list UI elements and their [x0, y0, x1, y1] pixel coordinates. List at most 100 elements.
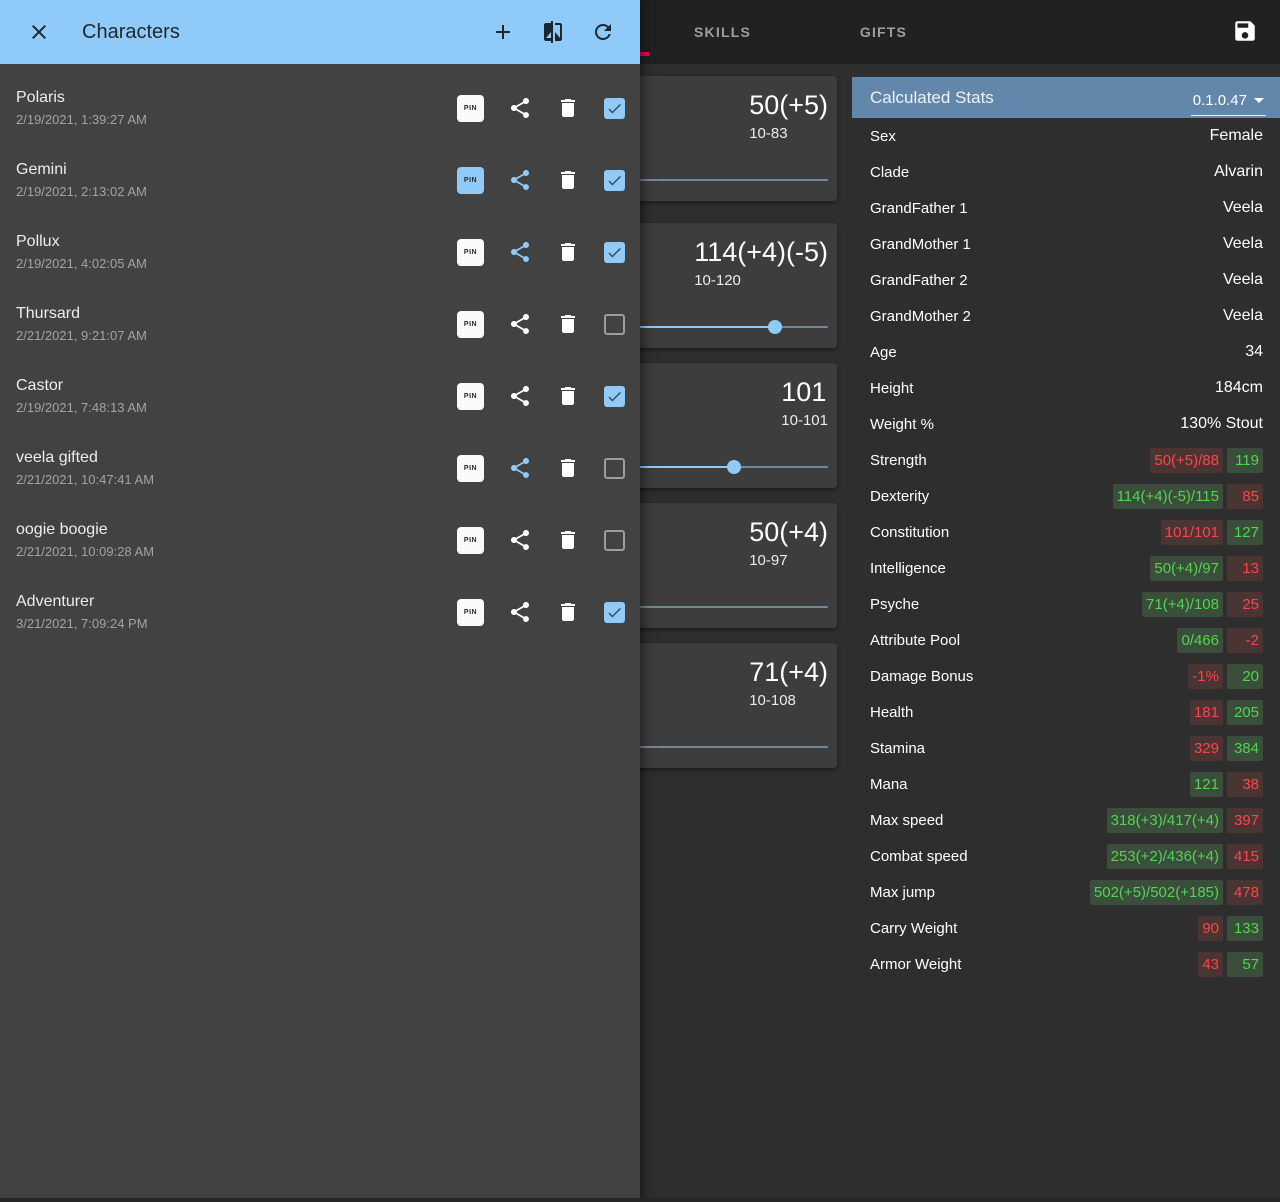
- stat-current-badge: 114(+4)(-5)/115: [1112, 483, 1223, 509]
- share-button[interactable]: [508, 312, 532, 336]
- stat-diff-badge: 57: [1227, 951, 1263, 977]
- stat-badge-row: Combat speed 253(+2)/436(+4) 415: [852, 838, 1280, 874]
- tab-skills[interactable]: SKILLS: [642, 0, 803, 64]
- stat-badges: 318(+3)/417(+4) 397: [1106, 807, 1263, 833]
- stat-label: Age: [870, 343, 897, 361]
- save-button[interactable]: [1230, 17, 1260, 47]
- stat-badge-row: Armor Weight 43 57: [852, 946, 1280, 982]
- delete-button[interactable]: [556, 528, 580, 552]
- select-checkbox[interactable]: [604, 601, 625, 623]
- character-list-item[interactable]: Gemini 2/19/2021, 2:13:02 AM PIN: [0, 144, 640, 216]
- delete-button[interactable]: [556, 456, 580, 480]
- attribute-range: 10-83: [749, 125, 788, 143]
- stat-current-badge: 90: [1198, 915, 1223, 941]
- share-button[interactable]: [508, 240, 532, 264]
- stat-diff-badge: 478: [1227, 879, 1263, 905]
- stat-badge-row: Strength 50(+5)/88 119: [852, 442, 1280, 478]
- stat-label: Dexterity: [870, 487, 930, 505]
- refresh-button[interactable]: [590, 19, 616, 45]
- character-name: Castor: [16, 377, 64, 394]
- stat-label: Psyche: [870, 595, 920, 613]
- trash-icon: [561, 459, 575, 477]
- characters-drawer: Characters Polaris 2/19/2021, 1:39:27 AM…: [0, 0, 640, 1202]
- select-checkbox[interactable]: [604, 97, 625, 119]
- character-name: veela gifted: [16, 449, 98, 466]
- stat-value: Veela: [1222, 271, 1263, 288]
- stat-value: Veela: [1222, 307, 1263, 324]
- share-button[interactable]: [508, 600, 532, 624]
- character-list-item[interactable]: Castor 2/19/2021, 7:48:13 AM PIN: [0, 360, 640, 432]
- pin-button[interactable]: PIN: [457, 166, 484, 194]
- share-button[interactable]: [508, 168, 532, 192]
- stat-label: Carry Weight: [870, 919, 958, 937]
- stat-label: Mana: [870, 775, 908, 793]
- select-checkbox[interactable]: [604, 385, 625, 407]
- delete-button[interactable]: [556, 384, 580, 408]
- stat-badge-row: Constitution 101/101 127: [852, 514, 1280, 550]
- check-icon: [608, 607, 621, 617]
- slider-thumb[interactable]: [727, 460, 742, 474]
- character-info: Castor 2/19/2021, 7:48:13 AM: [16, 377, 457, 415]
- character-list-item[interactable]: veela gifted 2/21/2021, 10:47:41 AM PIN: [0, 432, 640, 504]
- stat-value: Female: [1209, 127, 1263, 144]
- character-list-item[interactable]: Thursard 2/21/2021, 9:21:07 AM PIN: [0, 288, 640, 360]
- slider-thumb[interactable]: [767, 320, 782, 334]
- delete-button[interactable]: [556, 96, 580, 120]
- delete-button[interactable]: [556, 312, 580, 336]
- share-button[interactable]: [508, 528, 532, 552]
- select-checkbox[interactable]: [604, 169, 625, 191]
- character-list-item[interactable]: oogie boogie 2/21/2021, 10:09:28 AM PIN: [0, 504, 640, 576]
- stat-diff-badge: 415: [1227, 843, 1263, 869]
- character-name: Thursard: [16, 305, 81, 322]
- stat-current-badge: 0/466: [1177, 627, 1223, 653]
- compare-characters-button[interactable]: [540, 19, 566, 45]
- stat-badges: 502(+5)/502(+185) 478: [1089, 879, 1263, 905]
- close-drawer-button[interactable]: [26, 19, 52, 45]
- character-list-item[interactable]: Polaris 2/19/2021, 1:39:27 AM PIN: [0, 72, 640, 144]
- pin-button[interactable]: PIN: [457, 238, 484, 266]
- select-checkbox[interactable]: [604, 313, 625, 335]
- check-icon: [608, 247, 621, 257]
- version-select[interactable]: 0.1.0.47: [1190, 90, 1266, 116]
- select-checkbox[interactable]: [604, 457, 625, 479]
- check-icon: [608, 175, 621, 185]
- tab-gifts[interactable]: GIFTS: [803, 0, 964, 64]
- share-button[interactable]: [508, 384, 532, 408]
- delete-button[interactable]: [556, 240, 580, 264]
- stat-badges: 50(+4)/97 13: [1150, 555, 1263, 581]
- stat-badge-row: Attribute Pool 0/466 -2: [852, 622, 1280, 658]
- select-checkbox[interactable]: [604, 241, 625, 263]
- character-name: Gemini: [16, 161, 67, 178]
- stat-label: Clade: [870, 163, 910, 181]
- pin-button[interactable]: PIN: [457, 454, 484, 482]
- character-list-item[interactable]: Adventurer 3/21/2021, 7:09:24 PM PIN: [0, 576, 640, 648]
- delete-button[interactable]: [556, 600, 580, 624]
- pin-button[interactable]: PIN: [457, 598, 484, 626]
- stat-badges: 329 384: [1189, 735, 1263, 761]
- share-button[interactable]: [508, 456, 532, 480]
- share-button[interactable]: [508, 96, 532, 120]
- pin-button[interactable]: PIN: [457, 310, 484, 338]
- stat-label: Stamina: [870, 739, 926, 757]
- stat-diff-badge: 13: [1227, 555, 1263, 581]
- stat-current-badge: 318(+3)/417(+4): [1106, 807, 1223, 833]
- character-list-item[interactable]: Pollux 2/19/2021, 4:02:05 AM PIN: [0, 216, 640, 288]
- stat-badge-row: Damage Bonus -1% 20: [852, 658, 1280, 694]
- calculated-stats-title: Calculated Stats: [870, 87, 994, 107]
- stat-label: Damage Bonus: [870, 667, 974, 685]
- character-actions: PIN: [457, 310, 625, 338]
- trash-icon: [561, 171, 575, 189]
- stat-badge-row: Stamina 329 384: [852, 730, 1280, 766]
- stat-diff-badge: -2: [1227, 627, 1263, 653]
- share-icon: [511, 242, 529, 262]
- pin-button[interactable]: PIN: [457, 382, 484, 410]
- pin-button[interactable]: PIN: [457, 94, 484, 122]
- delete-button[interactable]: [556, 168, 580, 192]
- add-character-button[interactable]: [490, 19, 516, 45]
- select-checkbox[interactable]: [604, 529, 625, 551]
- add-icon: [496, 25, 510, 39]
- stats-rows: Sex Female Clade Alvarin GrandFather 1 V…: [852, 118, 1280, 982]
- stat-value: 34: [1245, 343, 1263, 360]
- stat-label: GrandFather 1: [870, 199, 968, 217]
- pin-button[interactable]: PIN: [457, 526, 484, 554]
